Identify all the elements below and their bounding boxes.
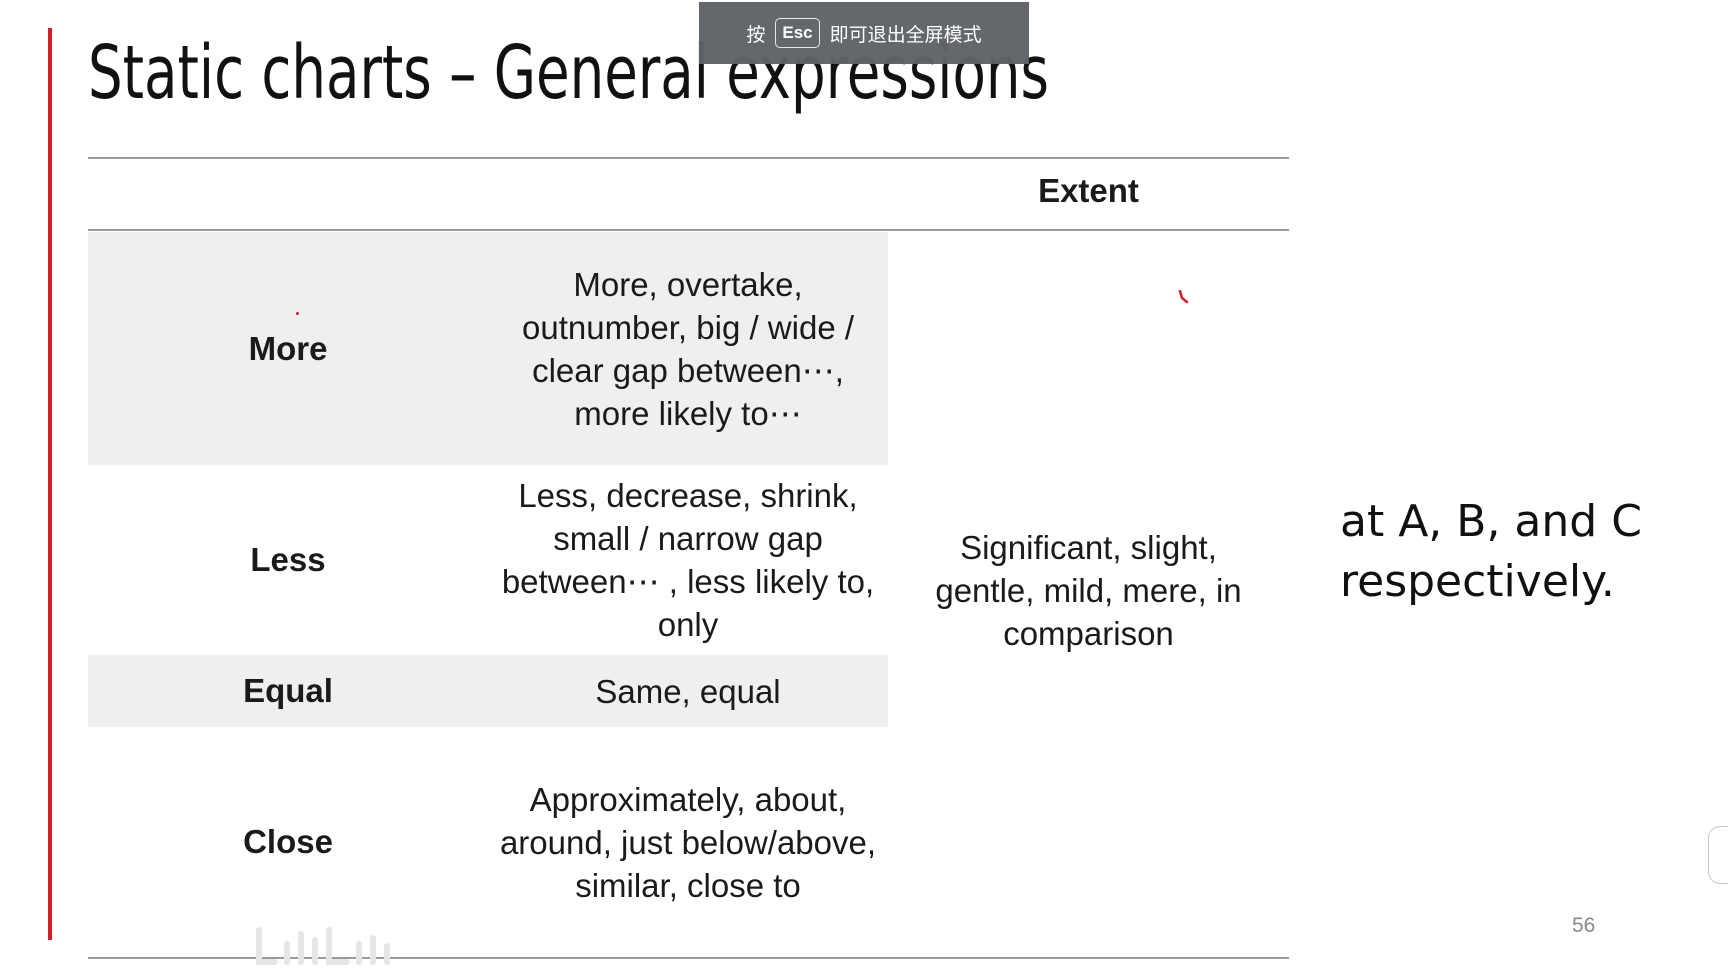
row-label: Close xyxy=(243,823,333,860)
watermark-logo xyxy=(256,927,390,965)
exit-fullscreen-toast: 按 Esc 即可退出全屏模式 xyxy=(699,2,1029,64)
table-row-close: Close Approximately, about, around, just… xyxy=(88,727,888,957)
page-number: 56 xyxy=(1572,914,1596,937)
esc-key-badge: Esc xyxy=(775,18,820,48)
annotation-mark xyxy=(1178,290,1189,304)
table-header-rule xyxy=(88,229,1289,231)
table-row-more: More More, overtake, outnumber, big / wi… xyxy=(88,232,888,465)
row-expressions: More, overtake, outnumber, big / wide / … xyxy=(521,265,855,432)
toast-prefix: 按 xyxy=(746,23,766,46)
extent-column-header: Extent xyxy=(1038,172,1139,209)
toast-suffix: 即可退出全屏模式 xyxy=(829,23,982,46)
row-expressions: Approximately, about, around, just below… xyxy=(499,780,877,904)
row-expressions: Same, equal xyxy=(595,672,781,710)
side-note: at A, B, and C respectively. xyxy=(1340,496,1642,607)
table-top-rule xyxy=(88,157,1289,159)
extent-cell: Significant, slight, gentle, mild, mere,… xyxy=(935,529,1242,652)
side-panel-handle[interactable] xyxy=(1708,826,1728,884)
table-bottom-rule xyxy=(88,957,1289,959)
row-label: More xyxy=(248,329,328,367)
table-row-equal: Equal Same, equal xyxy=(88,655,888,727)
row-label: Equal xyxy=(243,672,333,709)
accent-bar xyxy=(48,28,52,940)
table-row-less: Less Less, decrease, shrink, small / nar… xyxy=(88,465,888,655)
row-expressions: Less, decrease, shrink, small / narrow g… xyxy=(501,477,875,643)
annotation-dot xyxy=(296,312,299,315)
row-label: Less xyxy=(250,541,326,578)
